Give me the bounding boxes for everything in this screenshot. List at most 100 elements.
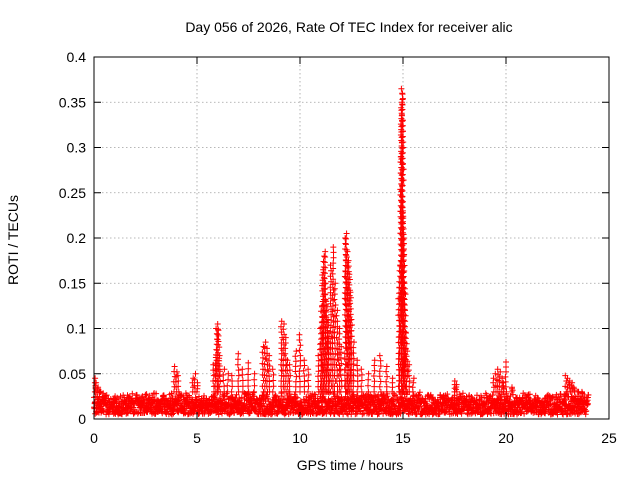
data-point	[238, 394, 245, 401]
data-point	[214, 331, 221, 338]
data-point	[245, 383, 252, 390]
data-point	[214, 321, 221, 327]
data-point	[245, 377, 252, 384]
data-point	[527, 397, 534, 404]
data-point	[282, 345, 289, 352]
y-axis-label: ROTI / TECUs	[5, 195, 21, 285]
data-point	[323, 298, 330, 305]
data-point	[409, 384, 416, 391]
data-point	[245, 388, 252, 395]
data-point	[215, 327, 222, 334]
data-point	[143, 391, 150, 398]
data-point	[117, 393, 124, 400]
data-point	[323, 309, 330, 315]
data-point	[229, 378, 236, 384]
data-point	[239, 371, 246, 378]
data-point	[171, 363, 178, 370]
data-point	[282, 340, 289, 346]
data-point	[325, 316, 331, 323]
data-point	[371, 362, 378, 369]
data-point	[377, 378, 384, 385]
data-point	[322, 350, 329, 357]
data-point	[371, 367, 378, 374]
data-point	[245, 371, 252, 378]
data-point	[266, 373, 273, 380]
data-point	[383, 368, 390, 375]
data-point	[305, 383, 312, 390]
data-point	[265, 368, 272, 375]
data-point	[399, 394, 406, 401]
data-point	[239, 377, 246, 384]
data-point	[293, 348, 300, 355]
data-point	[322, 291, 329, 298]
data-point	[224, 382, 231, 389]
data-point	[383, 383, 390, 390]
data-point	[153, 390, 160, 397]
data-point	[235, 372, 242, 379]
data-point	[220, 371, 227, 378]
data-point	[266, 357, 272, 364]
data-point	[257, 403, 264, 410]
x-tick-label: 15	[395, 430, 411, 446]
data-point	[272, 392, 279, 399]
data-point	[343, 235, 350, 242]
data-point	[97, 388, 104, 395]
data-point	[216, 352, 223, 359]
chart-title: Day 056 of 2026, Rate Of TEC Index for r…	[185, 19, 512, 35]
data-point	[518, 409, 525, 416]
data-point	[315, 352, 322, 359]
y-tick-label: 0.1	[67, 321, 87, 337]
data-point	[292, 353, 299, 360]
y-tick-label: 0.3	[67, 140, 87, 156]
data-point	[266, 378, 273, 385]
data-point	[330, 244, 337, 251]
x-tick-label: 10	[292, 430, 308, 446]
data-point	[398, 85, 405, 92]
data-point	[217, 378, 224, 385]
data-point	[358, 371, 365, 378]
data-point	[301, 357, 308, 364]
data-point	[300, 367, 307, 374]
data-point	[584, 401, 591, 407]
data-point	[194, 379, 201, 386]
data-point	[284, 367, 291, 374]
data-point	[357, 397, 364, 404]
data-point	[311, 391, 318, 398]
data-point	[305, 366, 312, 373]
data-point	[181, 409, 188, 416]
data-point	[343, 230, 350, 237]
data-point	[320, 258, 327, 265]
data-point	[321, 286, 328, 293]
data-point	[383, 378, 390, 385]
data-point	[322, 248, 329, 255]
data-point	[399, 95, 406, 102]
data-point	[320, 274, 327, 281]
data-point	[416, 389, 423, 396]
data-point	[231, 409, 238, 416]
y-tick-label: 0.2	[67, 230, 87, 246]
data-point	[294, 394, 301, 401]
data-point	[358, 383, 365, 390]
data-point	[507, 393, 514, 399]
x-tick-label: 0	[90, 430, 98, 446]
x-tick-label: 20	[498, 430, 514, 446]
data-point	[371, 378, 378, 385]
data-point	[286, 361, 293, 368]
data-point	[284, 362, 290, 369]
data-point	[343, 241, 349, 248]
data-point	[301, 362, 308, 369]
data-point	[325, 322, 332, 328]
x-tick-label: 5	[193, 430, 201, 446]
data-point	[215, 338, 222, 345]
data-point	[354, 378, 361, 385]
data-point	[398, 107, 405, 114]
data-point	[282, 350, 289, 357]
data-point	[261, 403, 268, 409]
data-point	[217, 368, 223, 375]
data-point	[216, 357, 223, 364]
data-point	[526, 391, 533, 398]
data-point	[297, 357, 304, 364]
data-point	[225, 370, 232, 377]
data-point	[270, 383, 277, 390]
